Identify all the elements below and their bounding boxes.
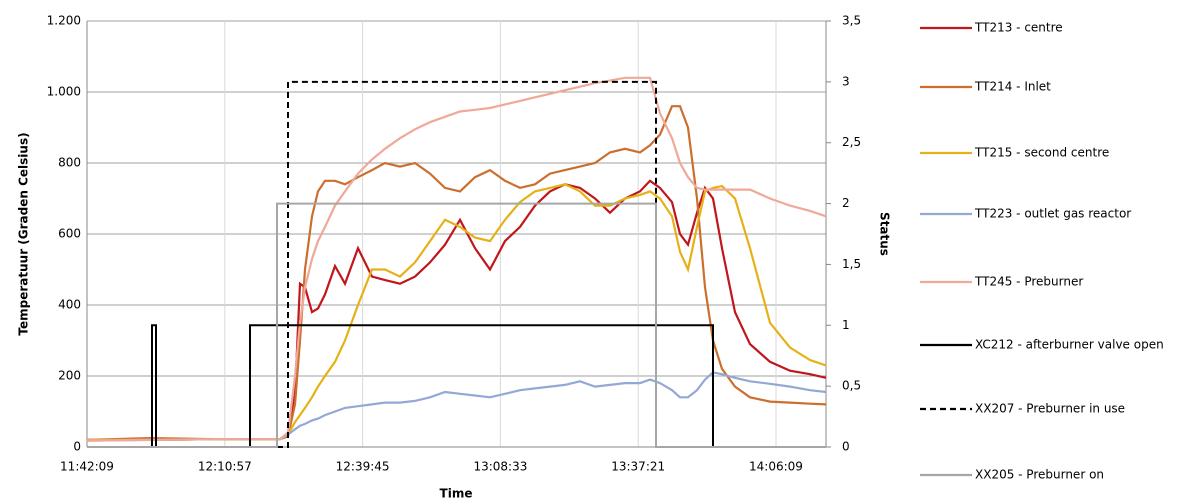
legend-label: XC212 - afterburner valve open	[975, 338, 1164, 352]
x-tick-label: 12:10:57	[198, 460, 252, 474]
y2-tick-label: 3	[842, 74, 850, 88]
x-tick-label: 12:39:45	[336, 460, 390, 474]
legend-label: TT214 - Inlet	[974, 80, 1051, 94]
x-axis-label: Time	[440, 487, 473, 501]
legend-label: TT245 - Preburner	[974, 275, 1083, 289]
series-line	[87, 179, 827, 441]
y2-axis-label: Status	[878, 212, 892, 256]
y2-tick-label: 1	[842, 318, 850, 332]
y2-tick-label: 1,5	[842, 257, 861, 271]
legend-label: TT223 - outlet gas reactor	[974, 207, 1131, 221]
legend-label: TT213 - centre	[974, 21, 1063, 35]
y-axis-label: Temperatuur (Graden Celsius)	[17, 132, 31, 335]
x-tick-label: 14:06:09	[749, 460, 803, 474]
series-line	[86, 76, 827, 442]
series-line	[86, 105, 827, 441]
y-tick-label: 400	[58, 298, 81, 312]
legend-label: TT215 - second centre	[974, 146, 1109, 160]
y-tick-label: 200	[58, 369, 81, 383]
legend-label: XX207 - Preburner in use	[975, 402, 1125, 416]
x-tick-label: 13:08:33	[473, 460, 527, 474]
y-tick-label: 800	[58, 156, 81, 170]
y2-tick-label: 0,5	[842, 379, 861, 393]
x-tick-label: 13:37:21	[611, 460, 665, 474]
y-tick-label: 1.000	[47, 85, 81, 99]
series-line	[87, 324, 826, 448]
y-tick-label: 0	[73, 440, 81, 454]
y-tick-label: 600	[58, 227, 81, 241]
series-line	[87, 80, 826, 448]
y2-tick-label: 2,5	[842, 135, 861, 149]
series-line	[86, 371, 827, 442]
x-tick-label: 11:42:09	[60, 460, 114, 474]
series-line	[87, 183, 827, 441]
legend-label: XX205 - Preburner on	[975, 468, 1104, 482]
series-line	[87, 202, 826, 448]
y2-tick-label: 2	[842, 196, 850, 210]
y2-tick-label: 0	[842, 440, 850, 454]
y-tick-label: 1.200	[47, 14, 81, 28]
y2-tick-label: 3,5	[842, 14, 861, 28]
